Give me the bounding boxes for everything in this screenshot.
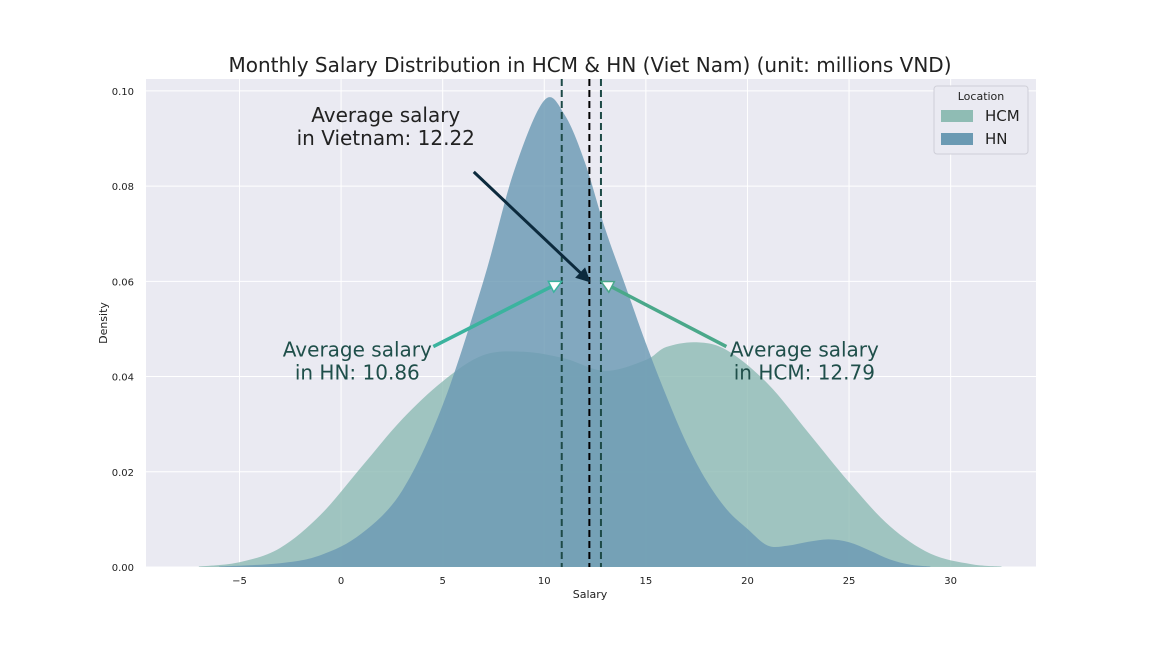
y-tick-label: 0.02: [112, 468, 134, 479]
x-tick-label: 0: [338, 576, 344, 587]
x-tick-label: 5: [439, 576, 445, 587]
annotation-text: in HCM: 12.79: [734, 361, 875, 385]
annotation-arrowhead: [547, 280, 564, 294]
annotation-arrow: [432, 285, 552, 349]
y-tick-label: 0.08: [112, 182, 134, 193]
mean-lines: [560, 79, 602, 567]
x-tick-label: 15: [639, 576, 652, 587]
annotation-text: Average salary: [311, 103, 460, 127]
x-tick-label: 10: [538, 576, 551, 587]
x-tick-label: 25: [843, 576, 856, 587]
x-tick-label: −5: [232, 576, 247, 587]
y-tick-label: 0.00: [112, 563, 134, 574]
y-tick-label: 0.10: [112, 87, 134, 98]
chart-title: Monthly Salary Distribution in HCM & HN …: [228, 53, 951, 77]
density-area-hn: [219, 97, 931, 567]
y-axis-ticks: 0.00 0.02 0.04 0.06 0.08 0.10: [112, 87, 134, 574]
x-tick-label: 20: [741, 576, 754, 587]
legend-label-hcm: HCM: [985, 107, 1020, 125]
annotation-arrow: [610, 285, 728, 349]
annotation-arrowhead: [599, 280, 616, 294]
annotation-arrow: [472, 170, 582, 275]
x-axis-label: Salary: [573, 588, 608, 601]
y-tick-label: 0.04: [112, 373, 134, 384]
legend-label-hn: HN: [985, 130, 1008, 148]
annotation-text: Average salary: [730, 338, 879, 362]
annotation-text: in Vietnam: 12.22: [297, 126, 475, 150]
x-axis-ticks: −5 0 5 10 15 20 25 30: [232, 576, 957, 587]
legend-title: Location: [958, 90, 1005, 103]
legend-swatch-hn: [941, 133, 973, 145]
x-tick-label: 30: [944, 576, 957, 587]
annotation-text: Average salary: [283, 338, 432, 362]
y-tick-label: 0.06: [112, 277, 134, 288]
legend-swatch-hcm: [941, 110, 973, 122]
y-axis-label: Density: [97, 302, 110, 344]
annotation-arrowhead: [575, 267, 591, 283]
legend: Location HCM HN: [933, 85, 1029, 155]
annotation-text: in HN: 10.86: [295, 361, 420, 385]
